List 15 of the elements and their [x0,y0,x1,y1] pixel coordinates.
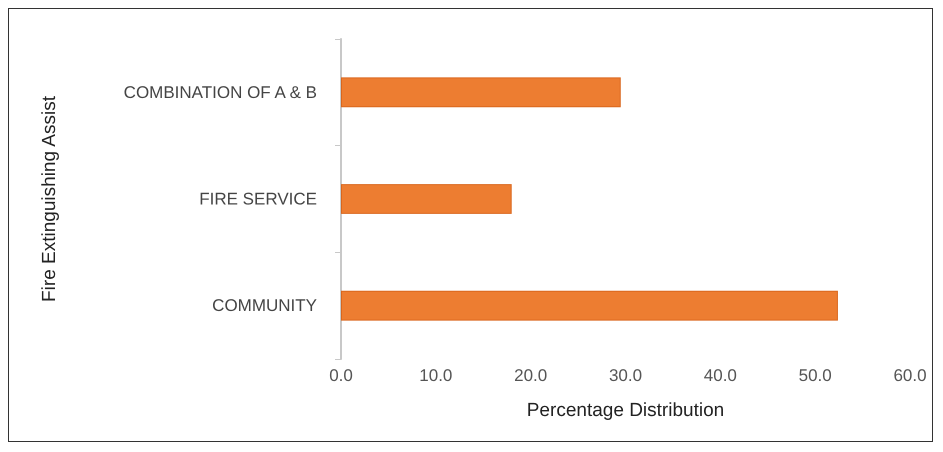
x-tick-label: 30.0 [608,366,642,385]
x-tick-label: 0.0 [329,366,353,385]
bar [341,77,621,108]
y-axis-title: Fire Extinguishing Assist [39,95,60,302]
x-axis-title: Percentage Distribution [526,400,724,421]
x-tick-label: 10.0 [419,366,452,385]
x-tick-label: 50.0 [798,366,832,385]
y-tick-label: COMBINATION OF A & B [124,82,317,102]
y-tick-label: COMMUNITY [212,296,317,316]
x-tick-label: 40.0 [704,366,737,385]
x-tick-label: 20.0 [514,366,548,385]
y-tick-label: FIRE SERVICE [199,190,317,208]
bar [341,184,512,214]
bar [341,290,838,321]
x-tick-label: 60.0 [893,366,927,385]
